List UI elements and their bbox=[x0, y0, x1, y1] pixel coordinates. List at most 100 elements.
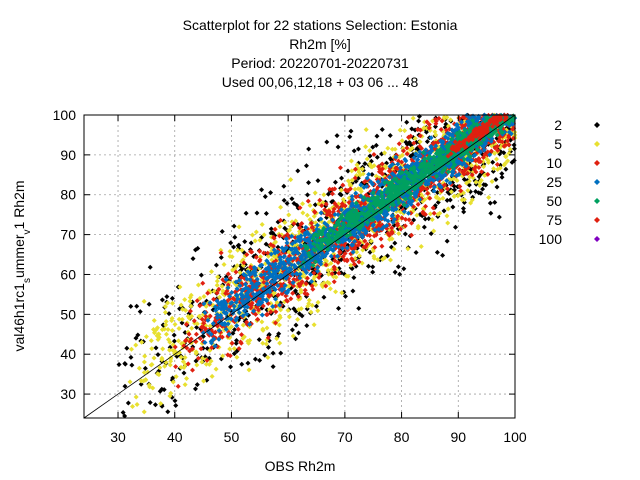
data-point bbox=[317, 256, 323, 262]
data-point bbox=[339, 175, 345, 181]
data-point bbox=[159, 386, 165, 392]
data-point bbox=[268, 251, 274, 257]
data-point bbox=[234, 286, 240, 292]
data-point bbox=[405, 246, 411, 252]
data-point bbox=[298, 242, 304, 248]
data-point bbox=[315, 268, 321, 274]
data-point bbox=[349, 196, 355, 202]
data-point bbox=[433, 121, 439, 127]
data-point bbox=[235, 296, 241, 302]
data-point bbox=[202, 339, 208, 345]
data-point bbox=[219, 228, 225, 234]
data-point bbox=[315, 299, 321, 305]
data-point bbox=[347, 232, 353, 238]
data-point bbox=[402, 128, 408, 134]
data-point bbox=[159, 357, 165, 363]
data-point bbox=[291, 276, 297, 282]
data-point bbox=[379, 190, 385, 196]
data-point bbox=[155, 352, 161, 358]
data-point bbox=[505, 158, 511, 164]
data-point bbox=[347, 183, 353, 189]
data-point bbox=[257, 237, 263, 243]
data-point bbox=[216, 286, 222, 292]
data-point bbox=[289, 196, 295, 202]
data-point bbox=[432, 124, 438, 130]
data-point bbox=[239, 361, 245, 367]
data-point bbox=[284, 240, 290, 246]
data-point bbox=[221, 261, 227, 267]
data-point bbox=[339, 201, 345, 207]
data-point bbox=[490, 159, 496, 165]
data-point bbox=[257, 258, 263, 264]
data-point bbox=[233, 340, 239, 346]
data-point bbox=[337, 250, 343, 256]
data-point bbox=[461, 176, 467, 182]
data-point bbox=[399, 215, 405, 221]
data-point bbox=[450, 204, 456, 210]
data-point bbox=[445, 186, 451, 192]
data-point bbox=[424, 119, 430, 125]
data-point bbox=[425, 190, 431, 196]
data-point bbox=[486, 195, 492, 201]
data-point bbox=[330, 217, 336, 223]
data-point bbox=[147, 400, 153, 406]
data-point bbox=[321, 294, 327, 300]
data-point bbox=[427, 150, 433, 156]
data-point bbox=[208, 269, 214, 275]
data-point bbox=[325, 231, 331, 237]
data-point bbox=[172, 398, 178, 404]
data-point bbox=[163, 331, 169, 337]
data-point bbox=[148, 362, 154, 368]
data-point bbox=[375, 179, 381, 185]
data-point bbox=[488, 210, 494, 216]
data-point bbox=[254, 276, 260, 282]
data-point bbox=[148, 338, 154, 344]
data-point bbox=[192, 386, 198, 392]
data-point bbox=[241, 260, 247, 266]
data-point bbox=[218, 254, 224, 260]
data-point bbox=[214, 312, 220, 318]
data-point bbox=[501, 143, 507, 149]
data-point bbox=[191, 318, 197, 324]
data-point bbox=[404, 119, 410, 125]
data-point bbox=[342, 187, 348, 193]
data-point bbox=[155, 325, 161, 331]
data-point bbox=[175, 338, 181, 344]
data-point bbox=[262, 194, 268, 200]
data-point bbox=[463, 163, 469, 169]
data-point bbox=[401, 148, 407, 154]
data-point bbox=[323, 262, 329, 268]
data-point bbox=[195, 282, 201, 288]
data-point bbox=[201, 293, 207, 299]
data-point bbox=[395, 222, 401, 228]
data-point bbox=[344, 257, 350, 263]
data-point bbox=[375, 217, 381, 223]
data-point bbox=[200, 324, 206, 330]
data-point bbox=[371, 253, 377, 259]
data-point bbox=[478, 149, 484, 155]
data-point bbox=[487, 152, 493, 158]
data-point bbox=[318, 210, 324, 216]
data-point bbox=[389, 229, 395, 235]
data-point bbox=[289, 241, 295, 247]
data-point bbox=[205, 290, 211, 296]
data-point bbox=[263, 210, 269, 216]
data-point bbox=[181, 365, 187, 371]
data-point bbox=[216, 328, 222, 334]
data-point bbox=[232, 327, 238, 333]
data-point bbox=[260, 340, 266, 346]
data-point bbox=[176, 325, 182, 331]
data-point bbox=[404, 151, 410, 157]
data-point bbox=[460, 206, 466, 212]
data-point bbox=[277, 263, 283, 269]
data-point bbox=[262, 352, 268, 358]
data-point bbox=[279, 291, 285, 297]
data-point bbox=[184, 375, 190, 381]
data-point bbox=[274, 336, 280, 342]
data-point bbox=[352, 175, 358, 181]
data-point bbox=[230, 330, 236, 336]
data-point bbox=[475, 116, 481, 122]
data-point bbox=[356, 230, 362, 236]
data-point bbox=[502, 161, 508, 167]
data-point bbox=[476, 174, 482, 180]
